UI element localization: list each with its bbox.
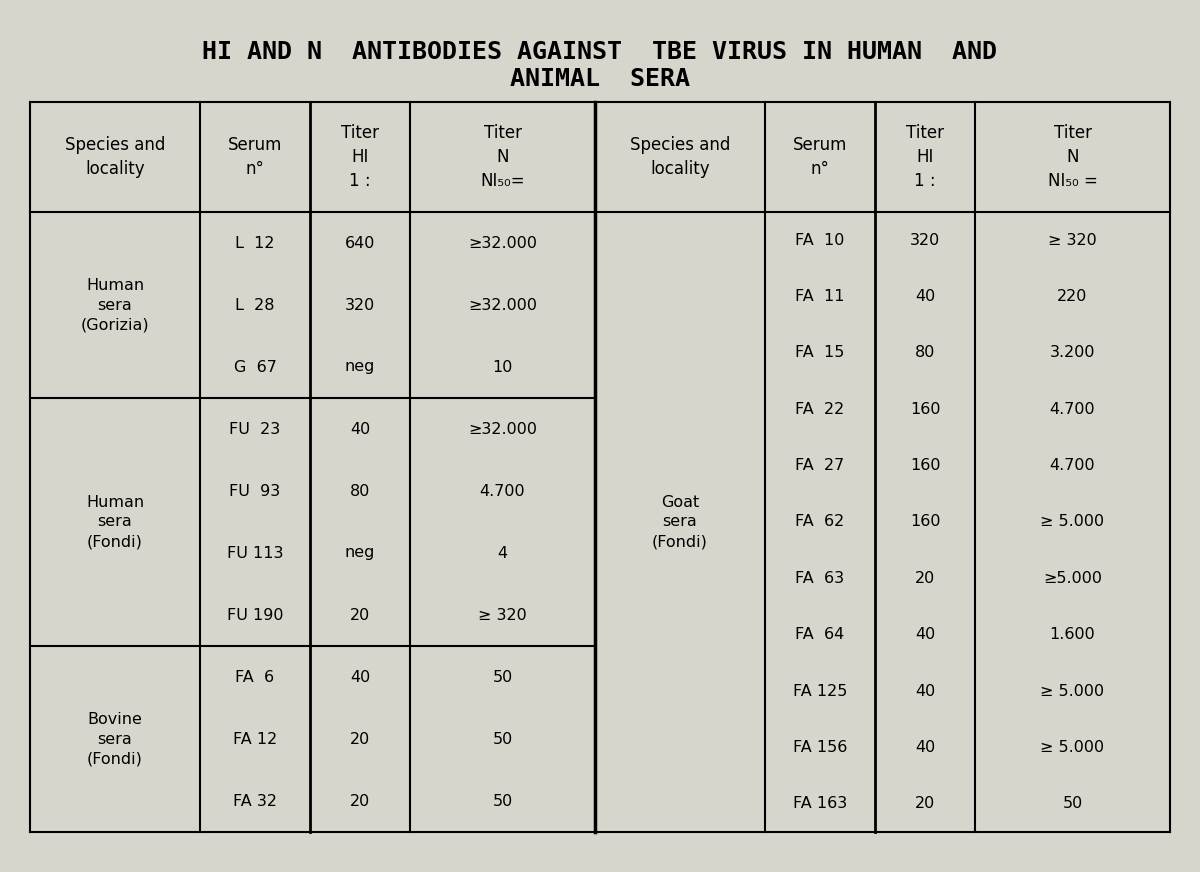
Text: FA  63: FA 63 (796, 571, 845, 586)
Text: 20: 20 (350, 794, 370, 808)
Text: 40: 40 (350, 670, 370, 685)
Text: FA  64: FA 64 (796, 627, 845, 642)
Text: FU 190: FU 190 (227, 608, 283, 623)
Text: 20: 20 (914, 796, 935, 811)
Text: Bovine
sera
(Fondi): Bovine sera (Fondi) (88, 712, 143, 766)
Text: 40: 40 (914, 684, 935, 698)
Text: 4: 4 (498, 546, 508, 561)
Text: FU  93: FU 93 (229, 483, 281, 499)
Text: neg: neg (344, 546, 376, 561)
Text: 40: 40 (914, 740, 935, 755)
Text: 160: 160 (910, 458, 941, 473)
Text: Titer
N
NI₅₀ =: Titer N NI₅₀ = (1048, 125, 1098, 189)
Text: 4.700: 4.700 (1050, 458, 1096, 473)
Text: ≥32.000: ≥32.000 (468, 235, 538, 250)
Text: 1.600: 1.600 (1050, 627, 1096, 642)
Text: FA 12: FA 12 (233, 732, 277, 746)
Text: ANIMAL  SERA: ANIMAL SERA (510, 67, 690, 91)
Text: FA  11: FA 11 (796, 289, 845, 304)
Text: FA 156: FA 156 (793, 740, 847, 755)
Text: Species and
locality: Species and locality (65, 136, 166, 178)
Text: ≥ 5.000: ≥ 5.000 (1040, 514, 1104, 529)
Text: 50: 50 (1062, 796, 1082, 811)
Text: ≥5.000: ≥5.000 (1043, 571, 1102, 586)
Text: 40: 40 (914, 627, 935, 642)
Text: 320: 320 (910, 233, 940, 248)
Text: ≥32.000: ≥32.000 (468, 421, 538, 437)
Text: 320: 320 (344, 297, 376, 312)
Text: 40: 40 (350, 421, 370, 437)
Text: Goat
sera
(Fondi): Goat sera (Fondi) (652, 494, 708, 549)
Text: FU 113: FU 113 (227, 546, 283, 561)
Text: 50: 50 (492, 670, 512, 685)
Text: 10: 10 (492, 359, 512, 374)
Text: FA  27: FA 27 (796, 458, 845, 473)
Text: HI AND N  ANTIBODIES AGAINST  TBE VIRUS IN HUMAN  AND: HI AND N ANTIBODIES AGAINST TBE VIRUS IN… (203, 40, 997, 64)
Text: 20: 20 (350, 608, 370, 623)
Text: FA  62: FA 62 (796, 514, 845, 529)
Text: FA 125: FA 125 (793, 684, 847, 698)
Text: ≥ 320: ≥ 320 (1048, 233, 1097, 248)
Text: neg: neg (344, 359, 376, 374)
Text: L  12: L 12 (235, 235, 275, 250)
Text: 80: 80 (350, 483, 370, 499)
Text: Titer
N
NI₅₀=: Titer N NI₅₀= (480, 125, 524, 189)
Text: FA  22: FA 22 (796, 402, 845, 417)
Text: FA  10: FA 10 (796, 233, 845, 248)
Text: 220: 220 (1057, 289, 1087, 304)
Text: Human
sera
(Gorizia): Human sera (Gorizia) (80, 277, 149, 332)
Text: FA  6: FA 6 (235, 670, 275, 685)
Text: Serum
n°: Serum n° (228, 136, 282, 178)
Text: 160: 160 (910, 402, 941, 417)
Text: 40: 40 (914, 289, 935, 304)
Text: ≥32.000: ≥32.000 (468, 297, 538, 312)
Text: Serum
n°: Serum n° (793, 136, 847, 178)
Text: G  67: G 67 (234, 359, 276, 374)
Text: 20: 20 (350, 732, 370, 746)
Text: 4.700: 4.700 (1050, 402, 1096, 417)
Text: 160: 160 (910, 514, 941, 529)
Text: 50: 50 (492, 794, 512, 808)
Text: ≥ 320: ≥ 320 (478, 608, 527, 623)
Text: Titer
HI
1 :: Titer HI 1 : (906, 125, 944, 189)
Text: FA 163: FA 163 (793, 796, 847, 811)
Text: 640: 640 (344, 235, 376, 250)
Text: Human
sera
(Fondi): Human sera (Fondi) (86, 494, 144, 549)
Text: Species and
locality: Species and locality (630, 136, 730, 178)
Text: ≥ 5.000: ≥ 5.000 (1040, 684, 1104, 698)
Text: L  28: L 28 (235, 297, 275, 312)
Text: FU  23: FU 23 (229, 421, 281, 437)
Text: FA  15: FA 15 (796, 345, 845, 360)
Text: ≥ 5.000: ≥ 5.000 (1040, 740, 1104, 755)
Text: 80: 80 (914, 345, 935, 360)
Text: FA 32: FA 32 (233, 794, 277, 808)
Text: 4.700: 4.700 (480, 483, 526, 499)
Text: 20: 20 (914, 571, 935, 586)
Text: 3.200: 3.200 (1050, 345, 1096, 360)
Text: Titer
HI
1 :: Titer HI 1 : (341, 125, 379, 189)
Text: 50: 50 (492, 732, 512, 746)
